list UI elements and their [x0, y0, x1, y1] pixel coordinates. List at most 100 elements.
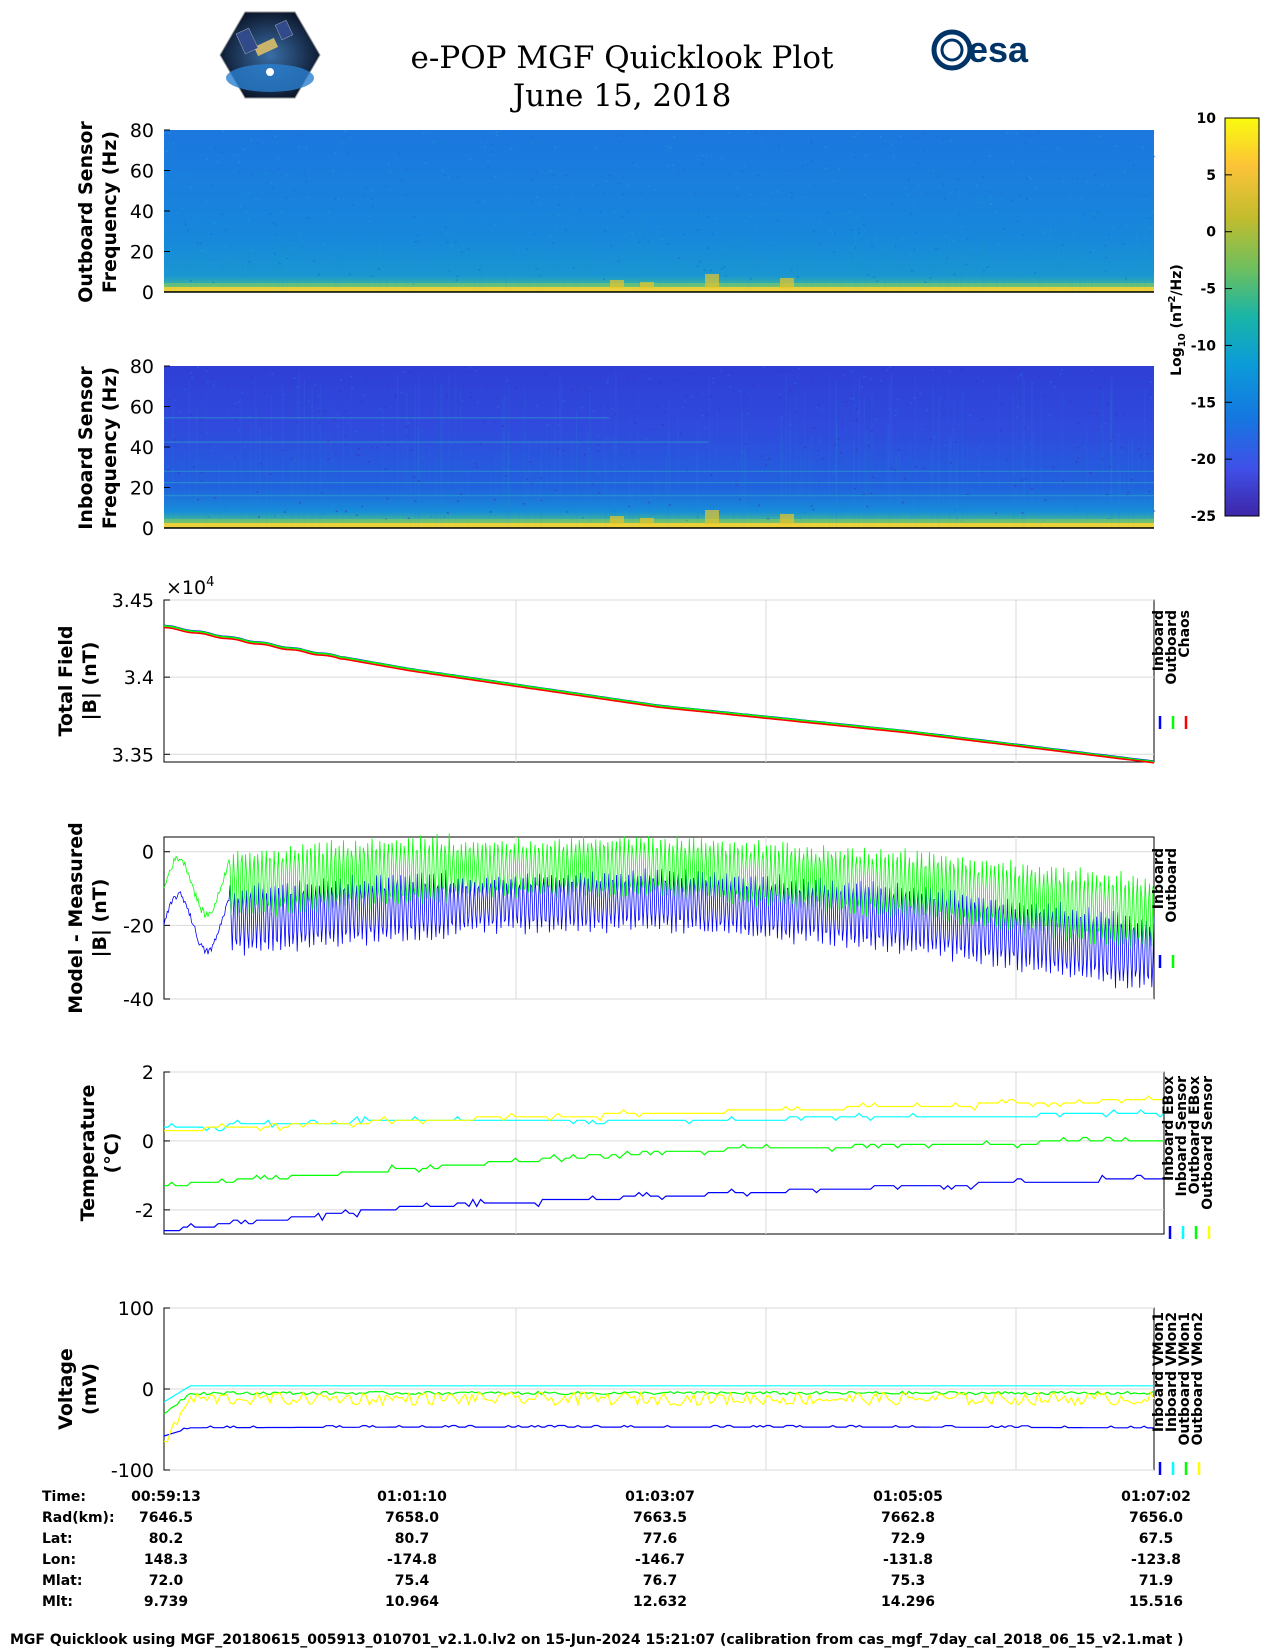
spectrogram-streak	[449, 222, 451, 292]
spectrogram-streak	[1004, 265, 1006, 292]
spectrogram-speckle	[1014, 391, 1017, 393]
spectrogram-streak	[247, 267, 249, 292]
spectrogram-speckle	[733, 391, 736, 393]
spectrogram-speckle	[371, 205, 374, 208]
spectrogram-streak	[1079, 417, 1081, 528]
spectrogram-speckle	[949, 462, 952, 464]
spectrogram-speckle	[447, 176, 450, 178]
spectrogram-speckle	[240, 392, 243, 394]
spectrogram-speckle	[1104, 269, 1107, 272]
spectrogram-speckle	[174, 399, 177, 401]
spectrogram-speckle	[1034, 272, 1037, 274]
spectrogram-speckle	[776, 191, 779, 193]
spectrogram-speckle	[988, 190, 991, 193]
spectrogram-streak	[853, 445, 855, 528]
ephemeris-cell: 01:07:02	[1121, 1489, 1191, 1505]
spectrogram-streak	[242, 255, 244, 292]
spectrogram-streak	[789, 242, 791, 292]
spectrogram-speckle	[832, 180, 835, 182]
spectrogram-speckle	[897, 398, 899, 401]
voltage-ylabel-line1: Voltage	[55, 1348, 77, 1430]
spectrogram-speckle	[686, 469, 689, 471]
spectrogram-streak	[1119, 475, 1121, 528]
spectrogram-speckle	[266, 483, 269, 485]
spectrogram-speckle	[779, 370, 782, 372]
spectrogram-streak	[714, 445, 716, 528]
spectrogram-speckle	[1056, 148, 1059, 150]
spectrogram-streak	[505, 230, 507, 292]
spectrogram-speckle	[1029, 197, 1032, 200]
spectrogram-speckle	[871, 415, 874, 417]
spectrogram-streak	[169, 254, 171, 292]
spectrogram-speckle	[980, 202, 983, 204]
spectrogram-speckle	[955, 441, 958, 443]
spectrogram-speckle	[913, 138, 916, 140]
spectrogram-speckle	[213, 222, 216, 225]
spectrogram-streak	[955, 223, 957, 292]
spectrogram-speckle	[667, 243, 670, 245]
spectrogram-speckle	[683, 233, 686, 236]
spectrogram-speckle	[452, 503, 455, 505]
spectrogram-streak	[293, 447, 295, 528]
spectrogram-speckle	[313, 260, 316, 262]
spectrogram-streak	[1006, 501, 1009, 528]
spectrogram-speckle	[273, 515, 276, 518]
spectrogram-streak	[563, 245, 565, 292]
spectrogram-streak	[789, 413, 791, 528]
spectrogram-speckle	[225, 505, 228, 507]
spectrogram-speckle	[251, 250, 254, 252]
ephemeris-row-label: Time:	[42, 1489, 86, 1505]
spectrogram-streak	[950, 260, 952, 292]
spectrogram-speckle	[706, 247, 709, 249]
spectrogram-speckle	[796, 276, 799, 278]
spectrogram-speckle	[701, 415, 704, 417]
spectrogram-speckle	[535, 268, 538, 270]
spectrogram-streak	[1012, 394, 1014, 528]
spectrogram-speckle	[387, 444, 390, 446]
spectrogram-speckle	[898, 449, 900, 451]
ephemeris-cell: 7663.5	[633, 1510, 687, 1526]
spectrogram-speckle	[180, 228, 183, 230]
spectrogram-speckle	[557, 423, 560, 426]
spectrogram-streak	[656, 473, 658, 528]
spectrogram-streak	[319, 384, 321, 528]
spectrogram-speckle	[663, 443, 666, 445]
spectrogram-speckle	[584, 453, 587, 456]
spectrogram-streak	[387, 245, 389, 292]
spectrogram-streak	[1105, 240, 1107, 292]
spectrogram-speckle	[337, 198, 340, 200]
spectrogram-speckle	[802, 165, 805, 167]
spectrogram-streak	[647, 232, 649, 292]
spectrogram-speckle	[400, 392, 403, 394]
spectrogram-speckle	[962, 449, 965, 451]
spectrogram-speckle	[337, 413, 339, 416]
spectrogram-streak	[804, 230, 806, 292]
spectrogram-speckle	[352, 275, 355, 278]
spectrogram-speckle	[1124, 170, 1127, 173]
spectrogram-streak	[363, 264, 366, 292]
spectrogram-speckle	[736, 466, 739, 469]
spectrogram-speckle	[536, 196, 539, 198]
spectrogram-streak	[769, 501, 771, 528]
spectrogram-speckle	[989, 463, 992, 465]
spectrogram-speckle	[1086, 181, 1089, 183]
spectrogram-streak	[748, 237, 750, 292]
spectrogram-streak	[1022, 382, 1025, 528]
colorbar-tick-label: -10	[1191, 338, 1217, 354]
spectrogram-speckle	[998, 479, 1001, 482]
spectrogram-speckle	[617, 182, 620, 185]
spectrogram-streak	[277, 216, 279, 292]
outboard-ytick-label: 40	[130, 201, 154, 223]
spectrogram-speckle	[239, 205, 242, 208]
spectrogram-speckle	[1076, 446, 1079, 449]
colorbar-tick-label: -15	[1191, 395, 1216, 411]
spectrogram-speckle	[243, 148, 246, 151]
spectrogram-streak	[524, 259, 526, 292]
spectrogram-speckle	[184, 224, 187, 226]
spectrogram-speckle	[482, 420, 485, 423]
spectrogram-speckle	[454, 241, 457, 243]
spectrogram-speckle	[960, 368, 963, 370]
ephemeris-cell: 10.964	[385, 1594, 439, 1610]
spectrogram-speckle	[696, 229, 699, 231]
